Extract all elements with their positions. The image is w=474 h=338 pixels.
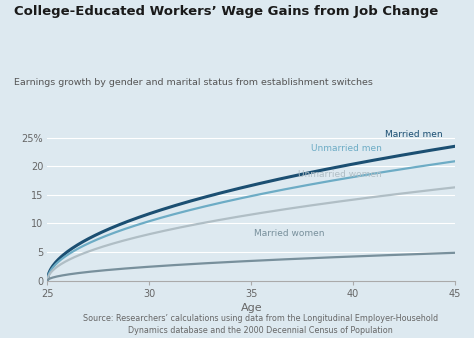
- Text: College-Educated Workers’ Wage Gains from Job Change: College-Educated Workers’ Wage Gains fro…: [14, 5, 438, 18]
- Text: Unmarried men: Unmarried men: [311, 144, 382, 153]
- X-axis label: Age: Age: [240, 303, 262, 313]
- Text: Married men: Married men: [385, 130, 443, 139]
- Text: Married women: Married women: [254, 228, 325, 238]
- Text: Source: Researchers’ calculations using data from the Longitudinal Employer-Hous: Source: Researchers’ calculations using …: [83, 314, 438, 335]
- Text: Earnings growth by gender and marital status from establishment switches: Earnings growth by gender and marital st…: [14, 78, 373, 87]
- Text: Unmarried women: Unmarried women: [298, 170, 382, 179]
